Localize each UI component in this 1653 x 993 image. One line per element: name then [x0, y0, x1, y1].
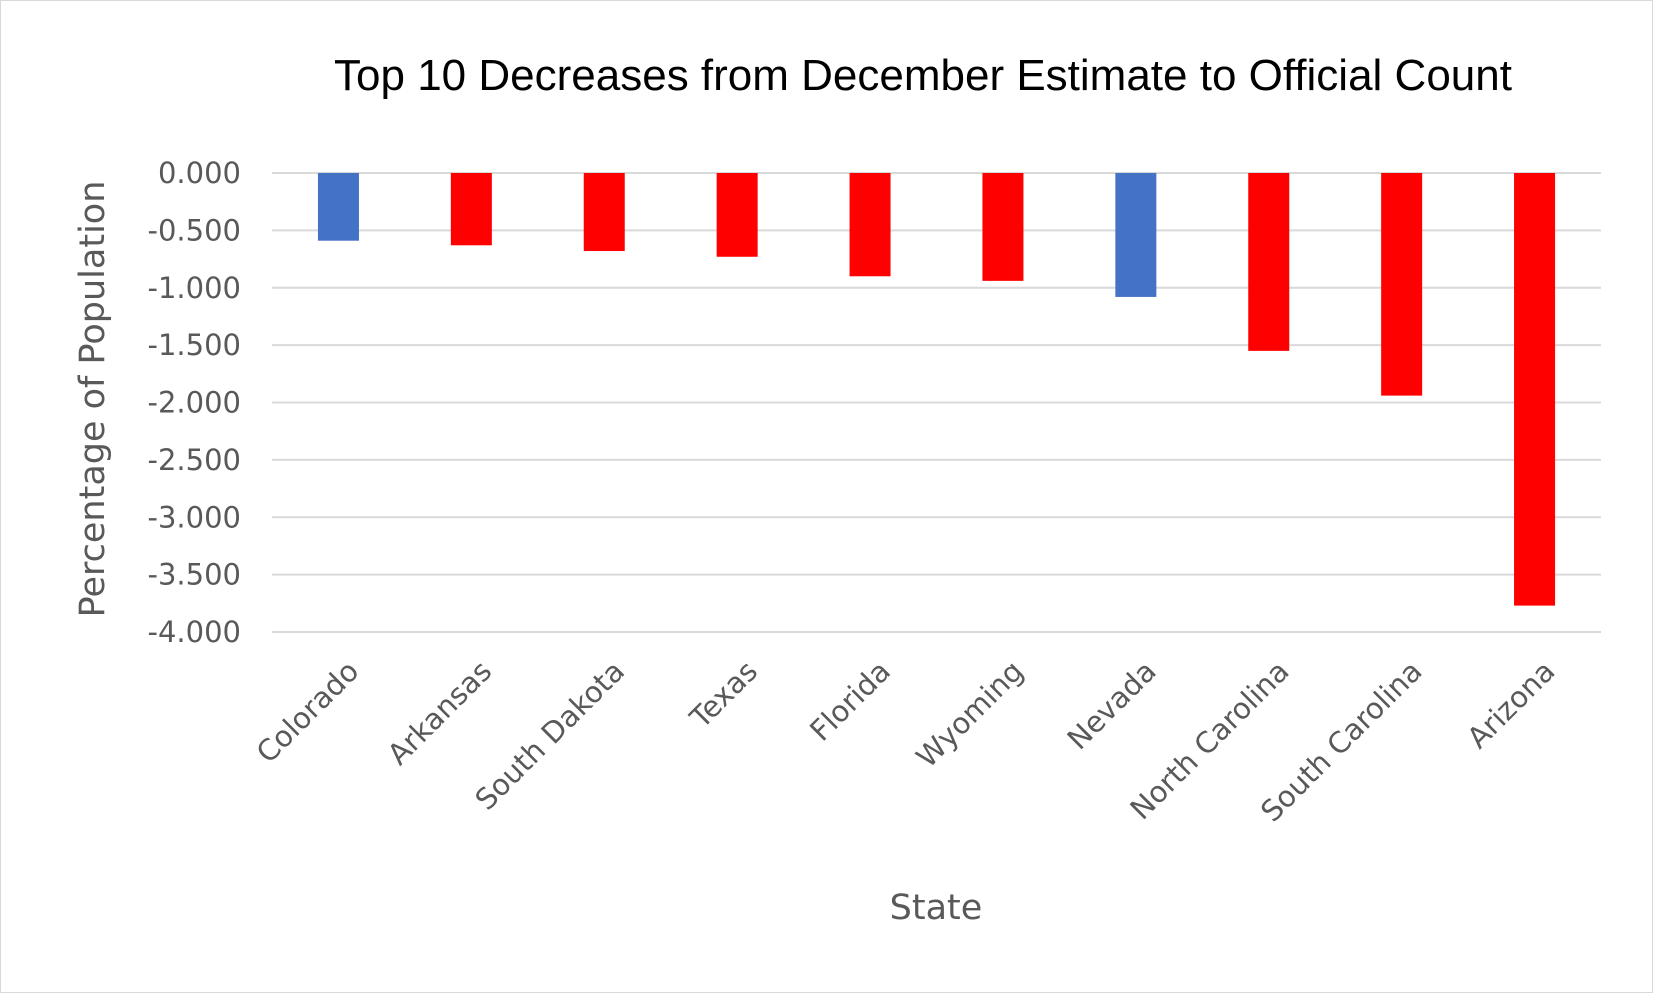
- bar-nevada: [1115, 173, 1157, 297]
- y-tick-label: -1.000: [148, 271, 242, 305]
- y-tick-label: -4.000: [148, 615, 242, 649]
- x-tick-label: Texas: [683, 654, 764, 735]
- y-tick-label: 0.000: [158, 156, 241, 190]
- y-tick-label: -0.500: [148, 213, 242, 247]
- x-axis-title: State: [890, 888, 983, 928]
- y-tick-label: -2.000: [148, 386, 242, 420]
- bar-arizona: [1514, 173, 1556, 606]
- bar-north-carolina: [1248, 173, 1290, 351]
- bar-arkansas: [450, 173, 492, 246]
- y-axis-title: Percentage of Population: [73, 181, 113, 618]
- bar-florida: [849, 173, 891, 277]
- bar-south-carolina: [1381, 173, 1423, 396]
- y-tick-label: -2.500: [148, 443, 242, 477]
- bars: [317, 173, 1556, 606]
- bar-texas: [716, 173, 758, 257]
- y-tick-label: -3.000: [148, 500, 242, 534]
- gridlines: [272, 172, 1601, 633]
- x-tick-label: Florida: [803, 654, 897, 748]
- y-axis-tick-labels: 0.000 -0.500 -1.000 -1.500 -2.000 -2.500 -3.00…: [148, 156, 242, 649]
- y-tick-label: -1.500: [148, 328, 242, 362]
- bar-south-dakota: [583, 173, 625, 252]
- bar-wyoming: [982, 173, 1024, 281]
- x-tick-label: Arizona: [1460, 654, 1561, 755]
- x-tick-label: Nevada: [1061, 654, 1163, 756]
- x-tick-label: Colorado: [250, 654, 366, 770]
- x-tick-label: Arkansas: [381, 654, 499, 772]
- x-tick-label: Wyoming: [910, 654, 1030, 774]
- y-tick-label: -3.500: [148, 558, 242, 592]
- bar-colorado: [317, 173, 359, 241]
- chart-title: Top 10 Decreases from December Estimate …: [334, 51, 1512, 100]
